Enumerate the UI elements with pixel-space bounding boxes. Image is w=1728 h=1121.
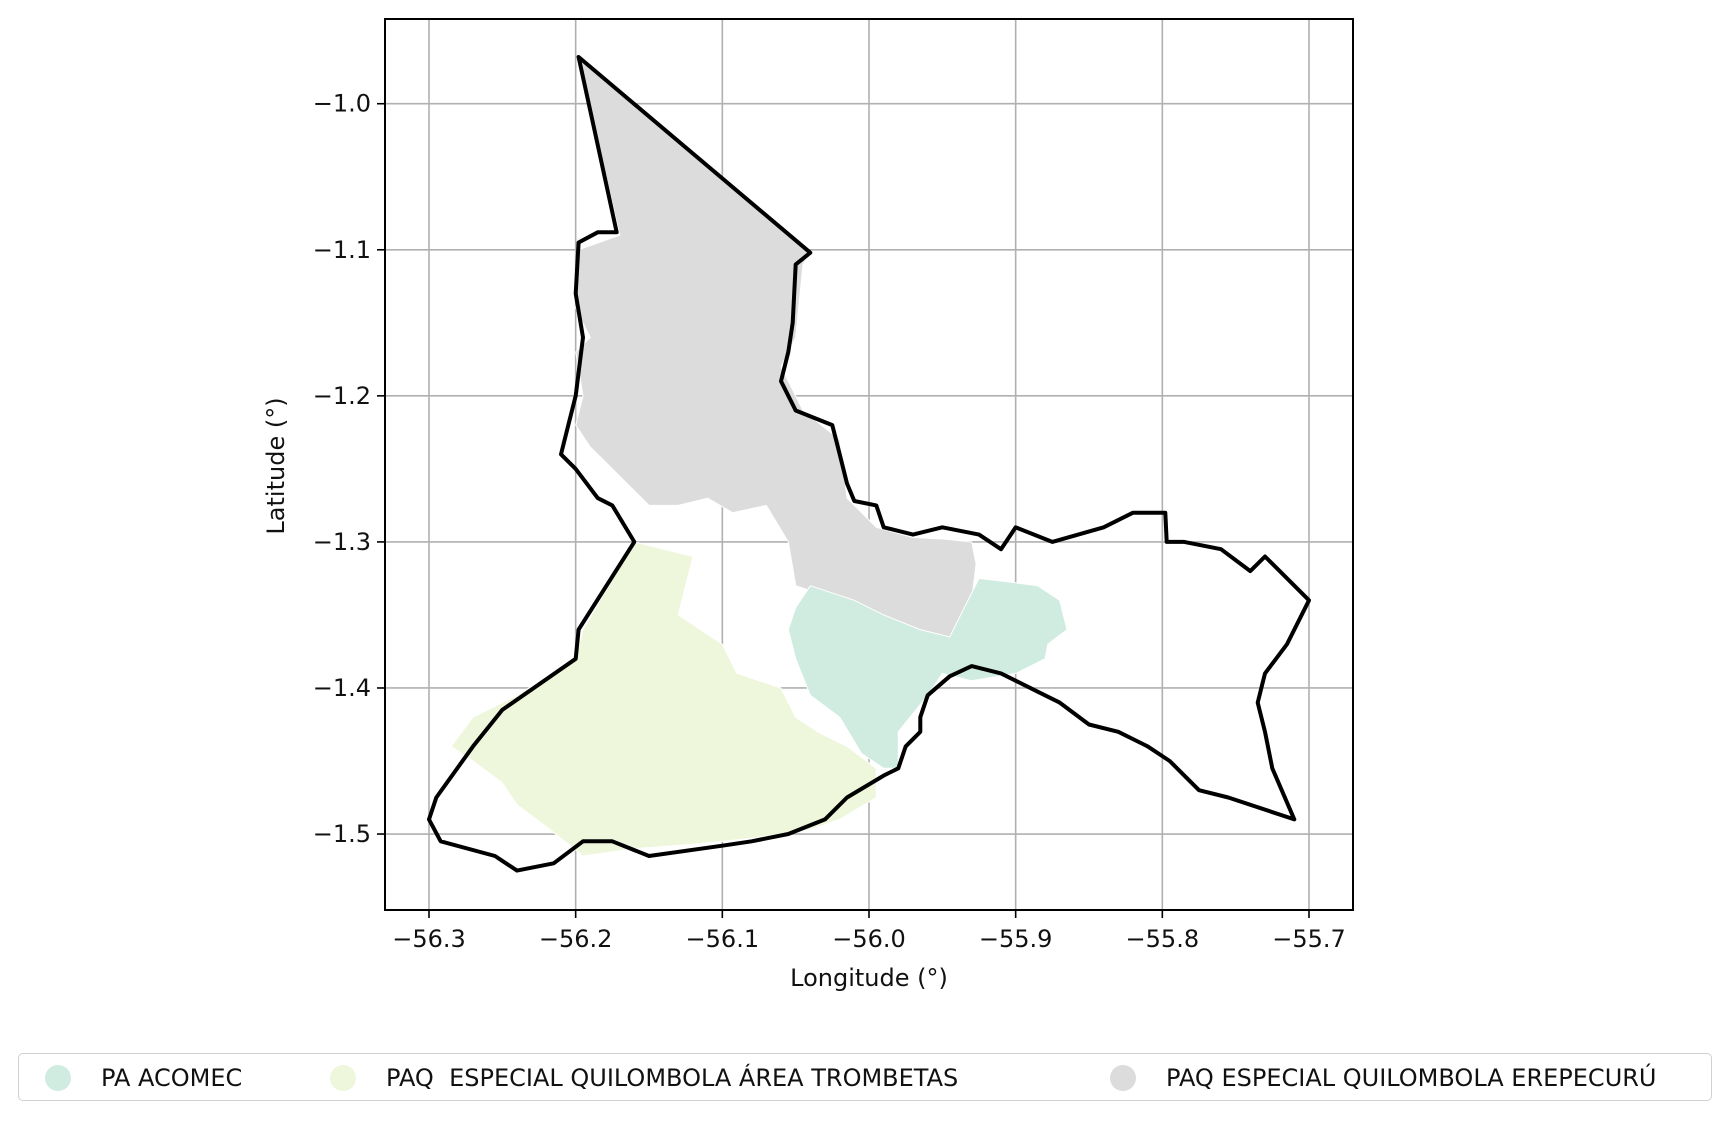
x-tick-label: −55.8 [1126,925,1200,953]
legend-marker [330,1065,356,1091]
axis-ticks: −56.3 −56.2 −56.1 −56.0 −55.9 −55.8 −55.7 −1.0 −… [313,90,1346,953]
x-tick-label: −56.3 [392,925,466,953]
x-tick-label: −55.9 [979,925,1053,953]
y-tick-label: −1.4 [313,674,371,702]
x-tick-label: −55.7 [1272,925,1346,953]
y-axis-label: Latitude (°) [262,397,290,534]
y-tick-label: −1.1 [313,236,371,264]
region-paq-especial-quilombola-rea-trombetas [450,541,877,857]
y-tick-label: −1.5 [313,820,371,848]
legend-marker [1110,1065,1136,1091]
x-axis-label: Longitude (°) [790,964,948,992]
municipality-boundary [427,55,1311,873]
y-tick-label: −1.2 [313,382,371,410]
region-pa-acomec [787,577,1068,769]
x-tick-label: −56.1 [686,925,760,953]
y-tick-label: −1.0 [313,90,371,118]
legend-label: PAQ ESPECIAL QUILOMBOLA ÁREA TROMBETAS [386,1064,959,1092]
legend-label: PAQ ESPECIAL QUILOMBOLA EREPECURÚ [1166,1064,1657,1092]
y-tick-label: −1.3 [313,528,371,556]
x-tick-label: −56.2 [539,925,613,953]
x-tick-label: −56.0 [832,925,906,953]
legend-label: PA ACOMEC [101,1064,243,1092]
regions [450,55,1068,857]
legend-item-pa-acomec: PA ACOMEC [45,1054,242,1102]
boundary-outline [427,55,1311,873]
map-figure: −56.3 −56.2 −56.1 −56.0 −55.9 −55.8 −55.7 −1.0 −… [262,18,1354,992]
legend-item-erepecuru: PAQ ESPECIAL QUILOMBOLA EREPECURÚ [1110,1054,1657,1102]
legend-item-trombetas: PAQ ESPECIAL QUILOMBOLA ÁREA TROMBETAS [330,1054,958,1102]
legend-marker [45,1065,71,1091]
legend: PA ACOMEC PAQ ESPECIAL QUILOMBOLA ÁREA T… [18,1053,1712,1101]
